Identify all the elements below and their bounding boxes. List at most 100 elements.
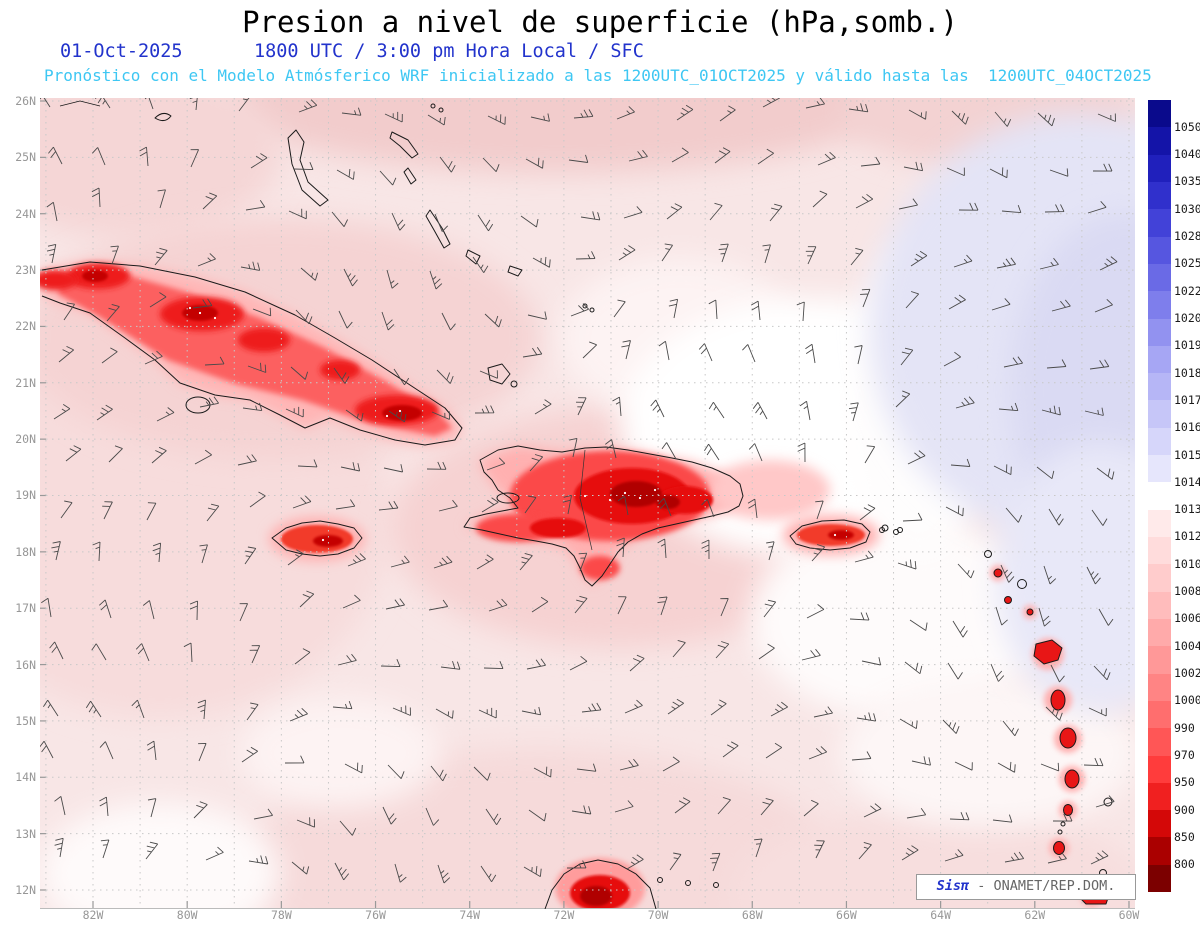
- wind-barb: [952, 620, 968, 638]
- wind-barb: [523, 866, 542, 877]
- colorbar-tick-label: 1050: [1174, 119, 1200, 134]
- border-haiti-dr: [579, 449, 593, 551]
- wind-barb: [239, 603, 249, 622]
- wind-barb: [616, 106, 635, 120]
- wind-barb: [1096, 467, 1115, 480]
- wind-barb: [854, 345, 863, 365]
- wind-barb: [904, 661, 923, 675]
- lon-tick-label: 72W: [553, 908, 575, 922]
- colorbar-tick-label: 1022: [1174, 283, 1200, 298]
- wind-barb: [945, 505, 964, 517]
- wind-barb: [524, 495, 537, 514]
- wind-barb: [49, 641, 64, 660]
- wind-barb: [701, 498, 715, 518]
- lon-tick-label: 62W: [1024, 908, 1046, 922]
- wind-barb: [856, 712, 877, 722]
- colorbar-segment: [1148, 345, 1171, 374]
- wind-barb: [199, 396, 219, 408]
- wind-barb: [334, 862, 350, 881]
- wind-barb: [1043, 565, 1057, 585]
- colorbar-tick-label: 990: [1174, 720, 1195, 735]
- wind-barb: [1039, 257, 1059, 270]
- wind-barb: [292, 495, 312, 509]
- wind-barb: [297, 459, 318, 468]
- wind-barb: [815, 500, 824, 520]
- lon-tick-label: 74W: [459, 908, 481, 922]
- wind-barb: [616, 537, 625, 558]
- wind-barb: [851, 751, 872, 761]
- wind-barb: [343, 268, 358, 287]
- wind-barb: [293, 162, 314, 171]
- wind-barb: [1097, 113, 1116, 122]
- wind-barb: [580, 211, 601, 221]
- coastline-bahamas: [154, 112, 172, 122]
- wind-barb: [156, 407, 175, 422]
- wind-barb: [750, 300, 761, 321]
- wind-barb: [479, 370, 498, 379]
- colorbar-segment: [1148, 782, 1171, 811]
- wind-barb: [575, 397, 587, 416]
- wind-barb: [46, 201, 58, 222]
- wind-barb: [431, 411, 450, 420]
- wind-barb: [805, 343, 816, 364]
- wind-barb: [131, 699, 145, 719]
- wind-barb: [1000, 564, 1015, 583]
- wind-barb: [719, 105, 736, 122]
- wind-barb: [41, 597, 52, 618]
- colorbar-segment: [1148, 837, 1171, 865]
- wind-barb: [390, 555, 410, 568]
- wind-barb: [1004, 851, 1025, 863]
- wind-barb: [1003, 356, 1023, 368]
- wind-barb: [570, 303, 590, 317]
- wind-barb: [573, 109, 594, 119]
- wind-barb: [379, 170, 397, 186]
- wind-barb: [433, 555, 453, 569]
- wind-barb: [658, 497, 672, 517]
- wind-barb: [994, 111, 1012, 127]
- colorbar-segment: [1148, 181, 1171, 210]
- wind-barb: [99, 741, 114, 760]
- wind-barb: [801, 648, 821, 661]
- wind-barb: [425, 807, 440, 826]
- wind-barb: [569, 655, 588, 671]
- wind-barb: [482, 157, 500, 173]
- wind-barb: [850, 247, 864, 266]
- wind-barb: [345, 409, 364, 422]
- wind-barb: [942, 719, 960, 734]
- wind-barb: [899, 718, 918, 729]
- wind-barb: [108, 445, 123, 463]
- wind-barb: [429, 270, 443, 290]
- colorbar-segment: [1148, 864, 1171, 893]
- wind-barb: [426, 461, 447, 470]
- wind-barb: [530, 113, 550, 122]
- wind-barb: [481, 497, 499, 513]
- wind-barb: [669, 852, 682, 871]
- wind-barb: [1050, 664, 1065, 683]
- wind-barb: [796, 301, 805, 322]
- wind-barb: [760, 797, 774, 816]
- colorbar-segment: [1148, 100, 1171, 128]
- wind-barb: [762, 98, 780, 108]
- wind-barb: [901, 845, 919, 861]
- wind-barb: [1040, 762, 1060, 772]
- wind-barb: [569, 437, 578, 458]
- wind-barb: [478, 707, 497, 719]
- wind-barb: [85, 700, 102, 718]
- wind-barb: [1049, 168, 1069, 177]
- wind-barb: [614, 800, 634, 813]
- wind-barb: [381, 311, 395, 331]
- wind-barb: [65, 445, 82, 462]
- wind-barb: [1044, 204, 1065, 213]
- lat-tick-label: 14N: [15, 770, 36, 785]
- wind-barb: [1051, 299, 1071, 312]
- wind-barb: [192, 298, 213, 309]
- wind-barb: [527, 311, 547, 320]
- wind-barb: [1087, 200, 1107, 214]
- wind-barb: [522, 347, 543, 358]
- wind-barb: [859, 504, 876, 521]
- wind-barb: [336, 168, 355, 180]
- wind-barb: [858, 841, 872, 860]
- wind-barb: [895, 390, 911, 408]
- wind-barb: [534, 399, 552, 415]
- lat-tick-label: 26N: [15, 94, 36, 108]
